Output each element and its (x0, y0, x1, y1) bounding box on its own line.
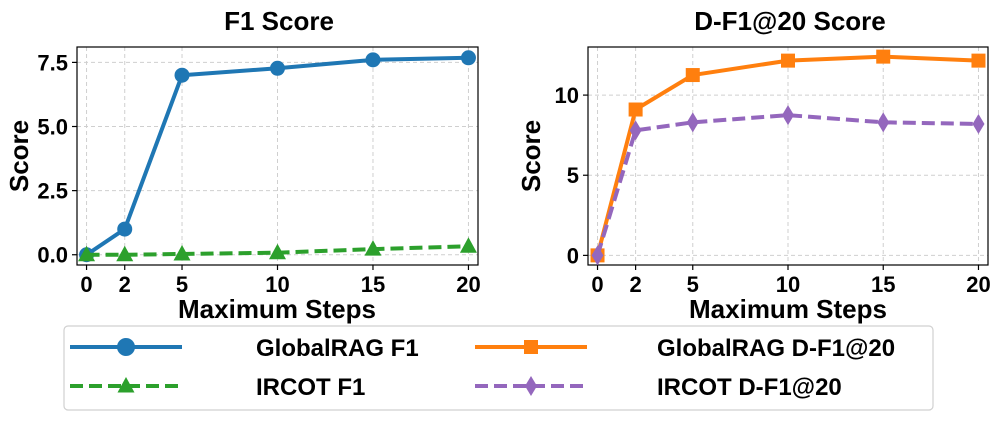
x-tick-label: 5 (687, 272, 699, 297)
x-tick-label: 2 (119, 272, 131, 297)
data-point (972, 113, 985, 134)
y-tick-label: 5 (567, 163, 579, 188)
data-point (269, 243, 286, 260)
data-point (971, 53, 986, 68)
data-point (782, 105, 794, 126)
y-axis-label: Score (516, 120, 546, 192)
legend-label: IRCOT F1 (256, 374, 365, 401)
x-tick-label: 15 (871, 272, 895, 297)
data-point (78, 245, 96, 262)
legend-entry-ircot-d-f1: IRCOT D-F1@20 (475, 374, 842, 401)
chart-f1: F1 Score 0 2 5 10 15 20 0.0 2.5 5.0 7.5 Maximum S… (4, 6, 481, 324)
y-axis-label: Score (4, 120, 34, 192)
x-axis-label: Maximum Steps (689, 294, 887, 324)
legend-box (63, 325, 934, 411)
series-line-ircot-d-f1-20 (595, 113, 979, 256)
x-tick-label: 0 (591, 272, 603, 297)
x-tick-label: 10 (265, 272, 289, 297)
legend-entry-ircot-f1: IRCOT F1 (70, 374, 365, 401)
x-tick-label: 2 (629, 272, 641, 297)
legend-entry-globalrag-d-f1: GlobalRAG D-F1@20 (475, 335, 895, 362)
y-tick-label: 2.5 (37, 179, 68, 204)
x-tick-label: 0 (80, 272, 92, 297)
legend-marker (117, 377, 135, 393)
data-point (591, 245, 604, 266)
legend-entry-globalrag-f1: GlobalRAG F1 (70, 335, 419, 362)
data-point (876, 49, 891, 64)
y-tick-label: 5.0 (37, 115, 68, 140)
chart-d-f1: D-F1@20 Score 0 2 5 10 15 20 0 5 10 Maximum Step… (516, 6, 991, 324)
legend-label: IRCOT D-F1@20 (657, 374, 842, 401)
chart-title: F1 Score (224, 6, 334, 36)
data-point (686, 112, 699, 133)
data-point (459, 237, 477, 253)
data-point (685, 68, 700, 83)
x-tick-label: 15 (361, 272, 385, 297)
x-tick-label: 20 (966, 272, 990, 297)
series-line-globalrag-d-f1-20 (595, 54, 979, 256)
data-point (877, 112, 890, 133)
legend-marker (525, 376, 537, 396)
data-point (365, 52, 381, 68)
x-tick-label: 5 (176, 272, 188, 297)
legend-label: GlobalRAG D-F1@20 (657, 335, 895, 362)
series-line-globalrag-f1 (85, 55, 469, 257)
data-point (460, 50, 476, 66)
legend-marker (117, 338, 135, 356)
data-point (173, 244, 191, 261)
data-point (364, 240, 382, 256)
legend: GlobalRAG F1 GlobalRAG D-F1@20 IRCOT F1 … (63, 325, 934, 411)
y-tick-label: 10 (555, 83, 579, 108)
chart-title: D-F1@20 Score (694, 6, 886, 36)
y-tick-label: 0 (567, 243, 579, 268)
x-tick-label: 20 (456, 272, 480, 297)
x-tick-label: 10 (776, 272, 800, 297)
x-axis-label: Maximum Steps (178, 294, 376, 324)
data-point (270, 60, 285, 76)
y-tick-label: 7.5 (37, 50, 68, 75)
legend-marker (524, 340, 538, 354)
data-point (629, 120, 642, 141)
data-point (174, 67, 190, 83)
data-point (117, 221, 133, 237)
data-point (116, 245, 134, 262)
y-tick-label: 0.0 (37, 243, 68, 268)
series-line-ircot-f1 (86, 244, 469, 257)
data-point (628, 102, 643, 117)
legend-label: GlobalRAG F1 (256, 335, 419, 362)
data-point (781, 53, 795, 68)
